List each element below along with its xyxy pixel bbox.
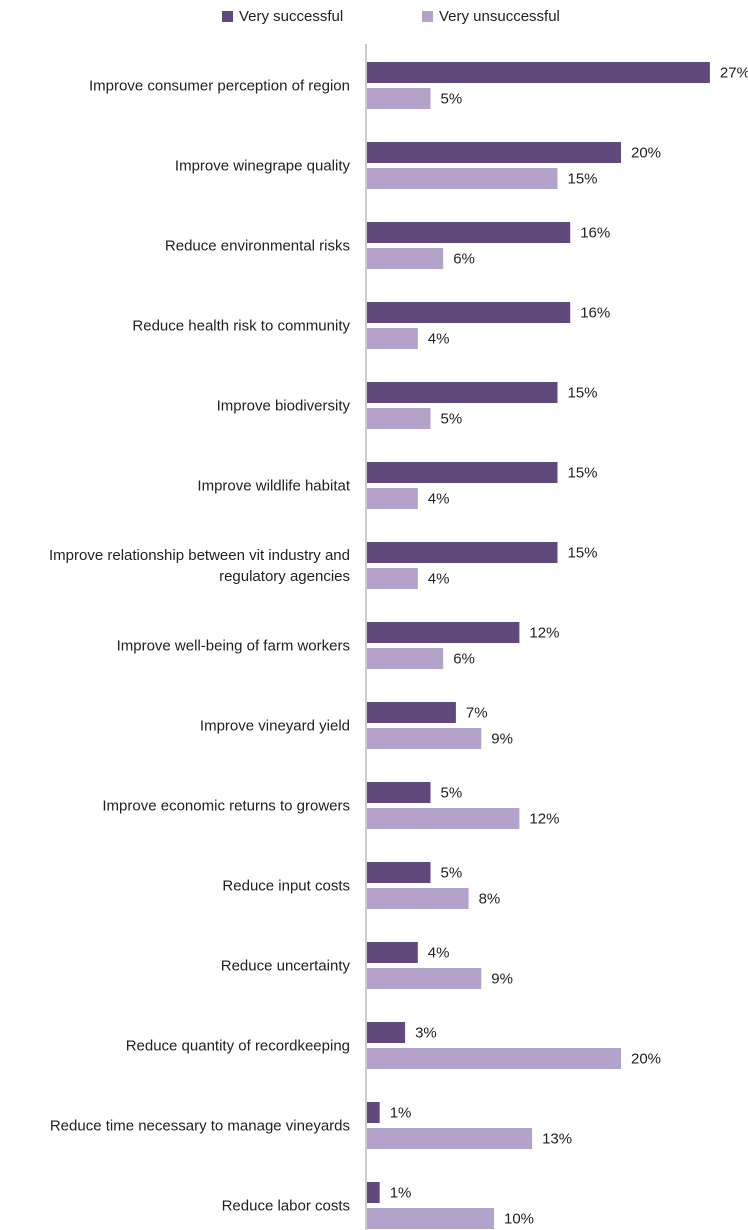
bar-very-unsuccessful	[367, 648, 444, 669]
data-label: 6%	[453, 251, 475, 268]
bar-very-successful	[367, 302, 571, 323]
bar-very-successful	[367, 222, 571, 243]
bar-very-successful	[367, 782, 431, 803]
category-label: Improve biodiversity	[217, 398, 351, 415]
data-label: 7%	[466, 705, 488, 722]
legend-swatch-very-unsuccessful	[422, 11, 433, 22]
data-label: 8%	[479, 891, 501, 908]
data-label: 1%	[390, 1105, 412, 1122]
data-label: 4%	[428, 331, 450, 348]
data-label: 4%	[428, 945, 450, 962]
data-label: 15%	[568, 545, 598, 562]
bar-very-unsuccessful	[367, 88, 431, 109]
bar-very-successful	[367, 702, 456, 723]
bar-very-unsuccessful	[367, 808, 520, 829]
category-label: Reduce uncertainty	[221, 958, 351, 975]
bar-very-successful	[367, 142, 621, 163]
bar-very-unsuccessful	[367, 568, 418, 589]
category-label: Reduce labor costs	[222, 1198, 350, 1215]
bar-very-unsuccessful	[367, 1128, 533, 1149]
bar-very-unsuccessful	[367, 1208, 494, 1229]
category-label: Reduce time necessary to manage vineyard…	[50, 1118, 350, 1135]
bar-very-unsuccessful	[367, 408, 431, 429]
bar-very-unsuccessful	[367, 248, 444, 269]
data-label: 9%	[491, 971, 513, 988]
chart-legend: Very successful Very unsuccessful	[0, 8, 748, 30]
bar-very-successful	[367, 382, 558, 403]
bar-very-successful	[367, 1102, 380, 1123]
legend-label-very-successful: Very successful	[239, 8, 344, 25]
data-label: 27%	[720, 65, 748, 82]
data-label: 3%	[415, 1025, 437, 1042]
bar-very-successful	[367, 1182, 380, 1203]
category-label: Reduce quantity of recordkeeping	[126, 1038, 350, 1055]
data-label: 4%	[428, 491, 450, 508]
legend-swatch-very-successful	[222, 11, 233, 22]
bar-very-successful	[367, 1022, 406, 1043]
data-label: 12%	[529, 625, 559, 642]
data-label: 1%	[390, 1185, 412, 1202]
category-label: Improve economic returns to growers	[102, 798, 350, 815]
data-label: 16%	[580, 305, 610, 322]
data-label: 5%	[441, 91, 463, 108]
data-label: 5%	[441, 411, 463, 428]
data-label: 13%	[542, 1131, 572, 1148]
bar-very-unsuccessful	[367, 728, 482, 749]
category-label: Reduce input costs	[222, 878, 350, 895]
data-label: 20%	[631, 1051, 661, 1068]
data-label: 16%	[580, 225, 610, 242]
bar-very-unsuccessful	[367, 168, 558, 189]
legend-label-very-unsuccessful: Very unsuccessful	[439, 8, 560, 25]
bar-very-unsuccessful	[367, 328, 418, 349]
bar-very-unsuccessful	[367, 968, 482, 989]
bar-very-unsuccessful	[367, 1048, 621, 1069]
data-label: 10%	[504, 1211, 534, 1228]
data-label: 12%	[529, 811, 559, 828]
data-label: 5%	[441, 865, 463, 882]
bar-very-successful	[367, 62, 710, 83]
category-label: Reduce health risk to community	[132, 318, 350, 335]
bar-very-successful	[367, 542, 558, 563]
category-label: Improve wildlife habitat	[197, 478, 350, 495]
bar-very-unsuccessful	[367, 488, 418, 509]
data-label: 9%	[491, 731, 513, 748]
bar-very-successful	[367, 622, 520, 643]
legend-item-very-unsuccessful: Very unsuccessful	[422, 8, 560, 25]
data-label: 15%	[568, 385, 598, 402]
data-label: 4%	[428, 571, 450, 588]
data-label: 15%	[568, 171, 598, 188]
category-label: Improve relationship between vit industr…	[49, 547, 350, 585]
bar-very-successful	[367, 942, 418, 963]
bar-very-successful	[367, 862, 431, 883]
category-label: Improve consumer perception of region	[89, 78, 350, 95]
category-label: Improve vineyard yield	[200, 718, 350, 735]
category-label: Improve well-being of farm workers	[117, 638, 350, 655]
bar-very-unsuccessful	[367, 888, 469, 909]
data-label: 6%	[453, 651, 475, 668]
category-label: Improve winegrape quality	[175, 158, 351, 175]
data-label: 15%	[568, 465, 598, 482]
legend-item-very-successful: Very successful	[222, 8, 343, 25]
category-label: Reduce environmental risks	[165, 238, 350, 255]
data-label: 20%	[631, 145, 661, 162]
data-label: 5%	[441, 785, 463, 802]
bar-very-successful	[367, 462, 558, 483]
